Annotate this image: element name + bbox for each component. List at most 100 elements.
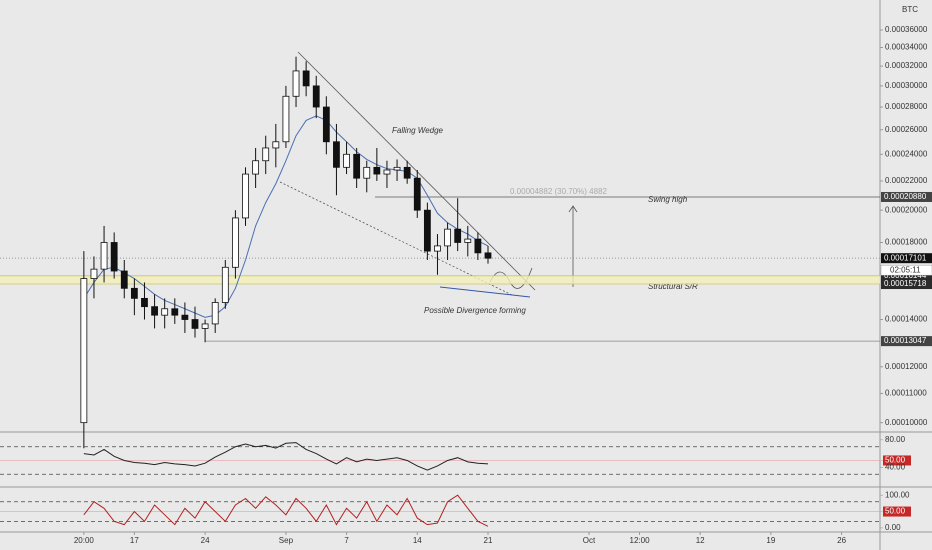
candle-body — [434, 245, 441, 252]
x-tick-label: 21 — [484, 536, 493, 545]
annotation: Structural S/R — [648, 282, 698, 291]
candle-body — [80, 278, 88, 424]
candle-body — [343, 153, 350, 168]
support-band — [0, 275, 880, 285]
y-tick-label: 0.00011000 — [885, 389, 927, 398]
candle-body — [90, 268, 98, 279]
candle-body — [333, 141, 340, 168]
candle-body — [262, 147, 270, 162]
candle-body — [191, 319, 199, 329]
x-tick-label: 12 — [696, 536, 705, 545]
candle-body — [221, 266, 229, 303]
x-tick-label: Oct — [583, 536, 596, 545]
candle-body — [120, 270, 128, 289]
price-label: 0.00017101 — [884, 253, 927, 262]
y-tick-label: 0.00024000 — [885, 149, 928, 158]
price-label-box — [881, 336, 932, 347]
x-tick-label: 26 — [837, 536, 846, 545]
annotation: Possible Divergence forming — [424, 306, 526, 315]
y-tick-label: 100.00 — [885, 490, 910, 499]
candle-body — [151, 306, 158, 316]
annotation: Falling Wedge — [392, 126, 444, 135]
price-label: 0.00013047 — [884, 336, 927, 345]
candle-body — [322, 106, 330, 143]
price-label-box — [881, 253, 932, 264]
candle-body — [444, 228, 451, 247]
y-tick-label: 50.00 — [885, 507, 906, 516]
candle-body — [353, 153, 361, 179]
candle-body — [413, 177, 421, 211]
candle-body — [393, 166, 401, 171]
y-tick-label: 0.00022000 — [885, 176, 928, 185]
candle-body — [242, 173, 249, 219]
y-label-box — [883, 455, 911, 466]
divergence-line — [439, 286, 531, 298]
y-tick-label: 0.00030000 — [885, 81, 928, 90]
wedge-line — [297, 51, 536, 291]
y-tick-label: 0.00010000 — [885, 418, 928, 427]
candle-body — [484, 252, 492, 259]
arrow-head — [568, 205, 578, 213]
candle-body — [292, 70, 300, 97]
symbol: BTC — [902, 5, 918, 14]
candle-body — [454, 228, 462, 243]
candle-body — [272, 141, 280, 149]
x-tick-label: 14 — [413, 536, 422, 545]
x-tick-label: 24 — [201, 536, 210, 545]
candle-body — [171, 308, 179, 316]
y-tick-label: 0.00034000 — [885, 43, 928, 52]
candle-body — [100, 242, 108, 270]
y-tick-label: 0.00036000 — [885, 25, 928, 34]
measure-label: 0.00004882 (30.70%) 4882 — [510, 187, 608, 196]
candle-body — [130, 287, 138, 299]
x-tick-label: 17 — [130, 536, 139, 545]
y-tick-label: 40.00 — [885, 462, 906, 471]
price-label-box — [881, 191, 932, 202]
y-tick-label: 0.00018000 — [885, 238, 928, 247]
candle-body — [232, 217, 239, 268]
x-tick-label: Sep — [279, 536, 294, 545]
y-tick-label: 0.00026000 — [885, 125, 928, 134]
y-tick-label: 0.00 — [885, 523, 901, 532]
price-label-box — [881, 279, 932, 290]
candle-body — [383, 169, 391, 175]
indicator-line — [83, 494, 489, 527]
x-tick-label: 7 — [344, 536, 349, 545]
price-label: 0.00015718 — [884, 279, 927, 288]
candle-body — [201, 323, 209, 329]
candle-body — [363, 166, 371, 179]
y-tick-label: 0.00014000 — [885, 315, 928, 324]
candle-body — [181, 314, 189, 320]
indicator-line — [83, 442, 489, 471]
y-tick-label: 0.00012000 — [885, 362, 928, 371]
price-label-box — [881, 270, 932, 281]
candle-body — [474, 238, 482, 254]
candle-body — [252, 160, 260, 175]
candle-body — [312, 85, 320, 108]
candle-body — [161, 308, 169, 316]
countdown-box — [880, 264, 932, 276]
y-tick-label: 0.00020000 — [885, 205, 928, 214]
candle-body — [373, 166, 381, 175]
y-tick-label: 0.00032000 — [885, 61, 928, 70]
y-tick-label: 80.00 — [885, 435, 906, 444]
y-tick-label: 50.00 — [885, 456, 906, 465]
candle-body — [464, 238, 472, 243]
wedge-line — [279, 181, 513, 296]
candle-body — [110, 242, 118, 272]
candle-body — [423, 209, 431, 252]
countdown: 02:05:11 — [890, 265, 921, 274]
candle-body — [302, 70, 310, 87]
candle-body — [141, 297, 148, 308]
price-label: 0.00020880 — [884, 192, 927, 201]
y-label-box — [883, 506, 911, 517]
x-tick-label: 20:00 — [74, 536, 95, 545]
y-tick-label: 0.00028000 — [885, 102, 928, 111]
annotation: Swing high — [648, 195, 688, 204]
candle-body — [211, 302, 219, 325]
price-label: 0.00016144 — [884, 271, 927, 280]
x-tick-label: 19 — [766, 536, 775, 545]
x-tick-label: 12:00 — [630, 536, 651, 545]
